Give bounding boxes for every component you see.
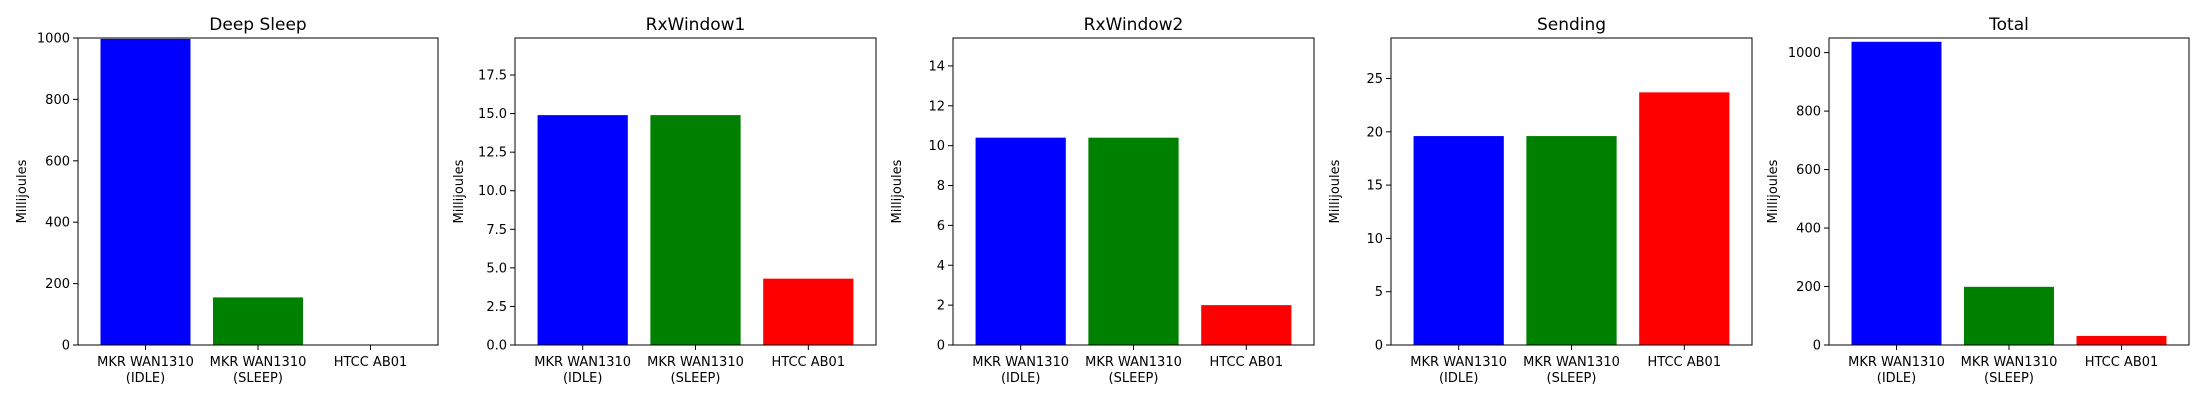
x-tick-label: MKR WAN1310 (SLEEP) — [1523, 355, 1620, 386]
x-tick-label: MKR WAN1310 (SLEEP) — [1085, 355, 1182, 386]
y-tick-label: 6 — [937, 219, 945, 234]
y-tick-label: 5 — [1375, 285, 1383, 300]
bar-mkr-wan1310-idle — [537, 115, 628, 345]
subplot-sending: 0 5 10 15 20 25 MKR WAN1310 (IDLE) MKR WAN1310 (S… — [1328, 15, 1753, 386]
y-tick-label: 1000 — [1788, 46, 1821, 61]
y-tick-label: 10.0 — [478, 184, 507, 199]
y-tick-label: 1000 — [37, 32, 70, 47]
bar-htcc-ab01 — [1201, 305, 1292, 345]
subplot-title: Total — [1988, 15, 2029, 35]
y-tick-label: 800 — [1796, 105, 1821, 120]
y-tick-label: 10 — [928, 139, 945, 154]
y-tick-label: 12 — [928, 99, 945, 114]
subplot-rxwindow1: 0.0 2.5 5.0 7.5 10.0 12.5 15.0 17.5 MKR WAN1310(… — [452, 15, 877, 386]
y-tick-label: 200 — [45, 277, 70, 292]
y-tick-label: 12.5 — [478, 146, 507, 161]
x-tick-label: MKR WAN1310 (IDLE) — [1848, 355, 1945, 386]
bar-mkr-wan1310-idle — [100, 38, 191, 346]
bar-mkr-wan1310-idle — [975, 137, 1066, 345]
y-tick-label: 10 — [1366, 232, 1383, 247]
y-tick-label: 600 — [45, 154, 70, 169]
y-tick-label: 5.0 — [486, 261, 507, 276]
subplot-rxwindow2: 0 2 4 6 8 10 12 14 MKR WAN1310 (IDLE) MKR WAN1310(… — [890, 15, 1315, 386]
x-tick-label: MKR WAN1310 (IDLE) — [972, 355, 1069, 386]
bar-mkr-wan1310-sleep — [213, 297, 303, 345]
x-tick-label: MKR WAN1310 (SLEEP) — [647, 355, 744, 386]
bar-mkr-wan1310-sleep — [1526, 136, 1617, 345]
y-tick-label: 15 — [1366, 179, 1383, 194]
subplot-title: Deep Sleep — [209, 15, 306, 35]
y-tick-label: 25 — [1366, 72, 1383, 87]
y-tick-label: 2.5 — [486, 300, 507, 315]
y-tick-label: 4 — [937, 259, 945, 274]
x-tick-label: HTCC AB01 — [334, 355, 408, 370]
subplot-deep-sleep: 0 200 400 600 800 1000 MKR WAN1310 (IDLE) MKR WA… — [15, 15, 439, 386]
subplot-title: RxWindow2 — [1084, 15, 1184, 35]
subplot-total: 0 200 400 600 800 1000 MKR WAN1310 (IDLE) MKR WA… — [1766, 15, 2190, 386]
x-tick-label: HTCC AB01 — [1648, 355, 1722, 370]
x-tick-label: MKR WAN1310 (IDLE) — [1410, 355, 1507, 386]
y-tick-label: 2 — [937, 299, 945, 314]
subplot-title: RxWindow1 — [646, 15, 746, 35]
y-tick-label: 400 — [1796, 222, 1821, 237]
y-tick-label: 0 — [937, 339, 945, 354]
y-axis-label: Millijoules — [452, 159, 467, 223]
bar-mkr-wan1310-idle — [1851, 41, 1942, 345]
y-axis-label: Millijoules — [1766, 159, 1781, 223]
bar-mkr-wan1310-idle — [1413, 136, 1504, 345]
y-tick-label: 0 — [1375, 339, 1383, 354]
y-tick-label: 0 — [1813, 339, 1821, 354]
x-tick-label: MKR WAN1310 (SLEEP) — [210, 355, 307, 386]
y-tick-label: 15.0 — [478, 107, 507, 122]
bar-mkr-wan1310-sleep — [650, 115, 741, 345]
bar-mkr-wan1310-sleep — [1088, 137, 1179, 345]
y-tick-label: 200 — [1796, 280, 1821, 295]
y-tick-label: 20 — [1366, 125, 1383, 140]
bar-mkr-wan1310-sleep — [1964, 286, 2054, 345]
y-tick-label: 8 — [937, 179, 945, 194]
x-tick-label: MKR WAN1310 (IDLE) — [97, 355, 194, 386]
bar-htcc-ab01 — [763, 278, 854, 345]
subplot-title: Sending — [1537, 15, 1606, 35]
y-tick-label: 800 — [45, 93, 70, 108]
x-tick-label: MKR WAN1310 (IDLE) — [534, 355, 631, 386]
y-tick-label: 600 — [1796, 163, 1821, 178]
y-tick-label: 17.5 — [478, 69, 507, 84]
y-tick-label: 7.5 — [486, 223, 507, 238]
y-tick-label: 0 — [62, 339, 70, 354]
x-tick-label: MKR WAN1310 (SLEEP) — [1961, 355, 2058, 386]
y-axis-label: Millijoules — [1328, 159, 1343, 223]
x-tick-label: HTCC AB01 — [2085, 355, 2159, 370]
bar-htcc-ab01 — [1639, 92, 1730, 345]
y-tick-label: 0.0 — [486, 339, 507, 354]
bar-htcc-ab01 — [2076, 335, 2167, 345]
x-tick-label: HTCC AB01 — [772, 355, 846, 370]
y-tick-label: 14 — [928, 59, 945, 74]
y-tick-label: 400 — [45, 216, 70, 231]
y-axis-label: Millijoules — [15, 159, 30, 223]
x-tick-label: HTCC AB01 — [1210, 355, 1284, 370]
y-axis-label: Millijoules — [890, 159, 905, 223]
